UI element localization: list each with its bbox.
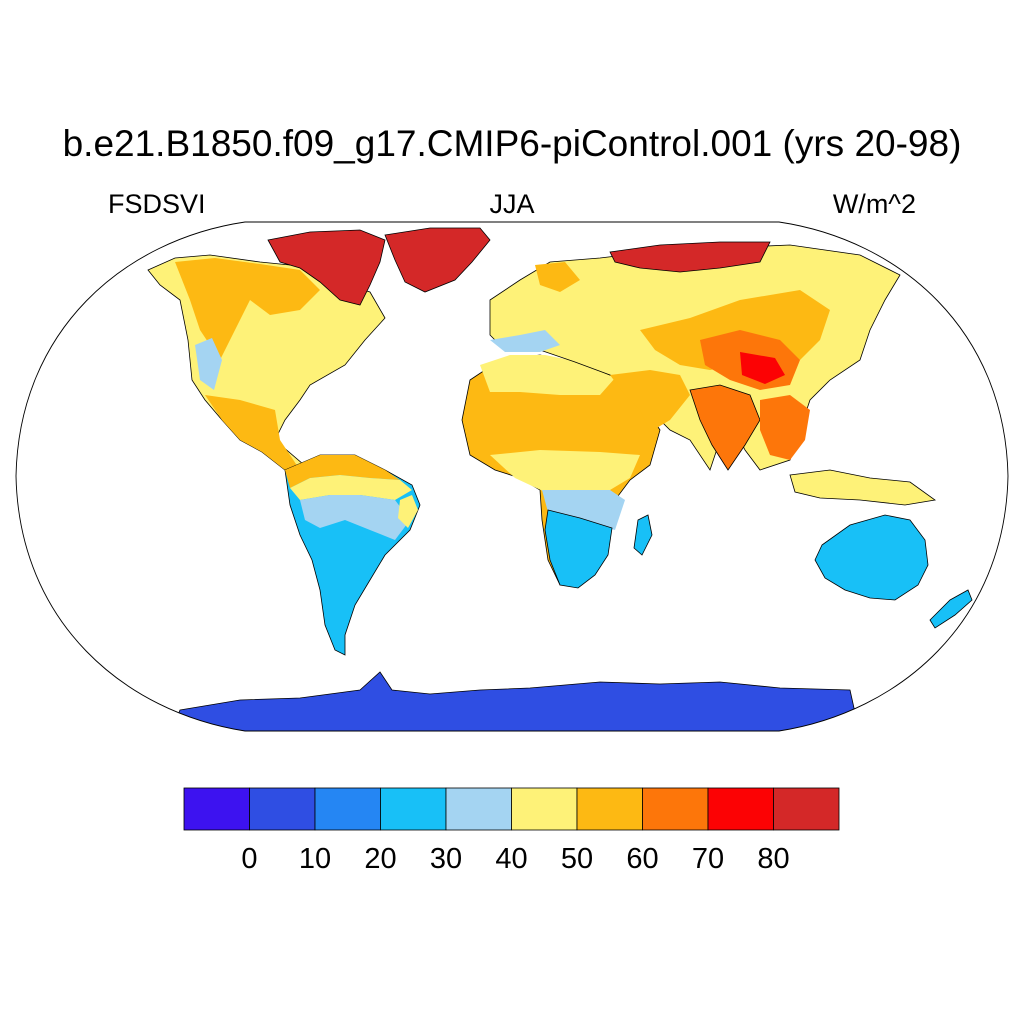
colorbar-swatch (380, 787, 447, 831)
colorbar-swatch (642, 787, 709, 831)
season-label: JJA (489, 189, 535, 219)
colorbar-tick-label: 10 (299, 843, 331, 875)
region-antarctica (169, 671, 861, 731)
colorbar-swatch (249, 787, 316, 831)
region-africa-light-blue (542, 490, 625, 530)
variable-label: FSDSVI (108, 189, 206, 219)
region-tibet-core (740, 352, 785, 384)
land-layer (147, 227, 973, 731)
map-border (15, 221, 1009, 732)
colorbar-swatch (314, 787, 381, 831)
region-canadian-arctic (267, 229, 386, 306)
colorbar-tick-label: 30 (430, 843, 462, 875)
region-india (689, 384, 761, 471)
region-sa-north-orange (285, 455, 400, 488)
region-na-west-blue (195, 338, 222, 390)
plot-title: b.e21.B1850.f09_g17.CMIP6-piControl.001 … (62, 123, 962, 164)
region-sa-east-yellow (398, 495, 418, 528)
region-se-asia (760, 395, 810, 460)
region-siberia-red (609, 241, 771, 273)
region-australia (814, 514, 929, 601)
region-europe-blue (490, 330, 560, 352)
colorbar-swatch (707, 787, 774, 831)
region-europe-orange (535, 262, 580, 292)
colorbar-tick-label: 20 (364, 843, 396, 875)
colorbar-swatch (773, 787, 840, 831)
region-africa-north-yellow (480, 355, 615, 395)
region-na-orange (175, 258, 320, 360)
region-greenland (384, 227, 491, 293)
colorbar-tick-label: 50 (561, 843, 593, 875)
region-middle-east (610, 370, 690, 432)
region-madagascar (633, 514, 653, 556)
region-indonesia (789, 469, 937, 506)
colorbar-tick-label: 60 (626, 843, 658, 875)
colorbar-swatch (576, 787, 643, 831)
colorbar-swatch (183, 787, 250, 831)
colorbar-tick-label: 40 (495, 843, 527, 875)
region-new-zealand (929, 589, 973, 629)
region-sa-amazon-yellow (290, 475, 412, 500)
region-southern-africa (544, 509, 613, 589)
colorbar-swatch (511, 787, 578, 831)
colorbar-tick-label: 70 (692, 843, 724, 875)
colorbar-swatch (445, 787, 512, 831)
region-africa-central-yellow (490, 450, 640, 492)
colorbar-tick-label: 0 (241, 843, 257, 875)
region-sa-light-blue (300, 495, 410, 540)
colorbar-tick-label: 80 (757, 843, 789, 875)
region-na-gulf-orange (205, 395, 300, 470)
units-label: W/m^2 (832, 189, 916, 219)
